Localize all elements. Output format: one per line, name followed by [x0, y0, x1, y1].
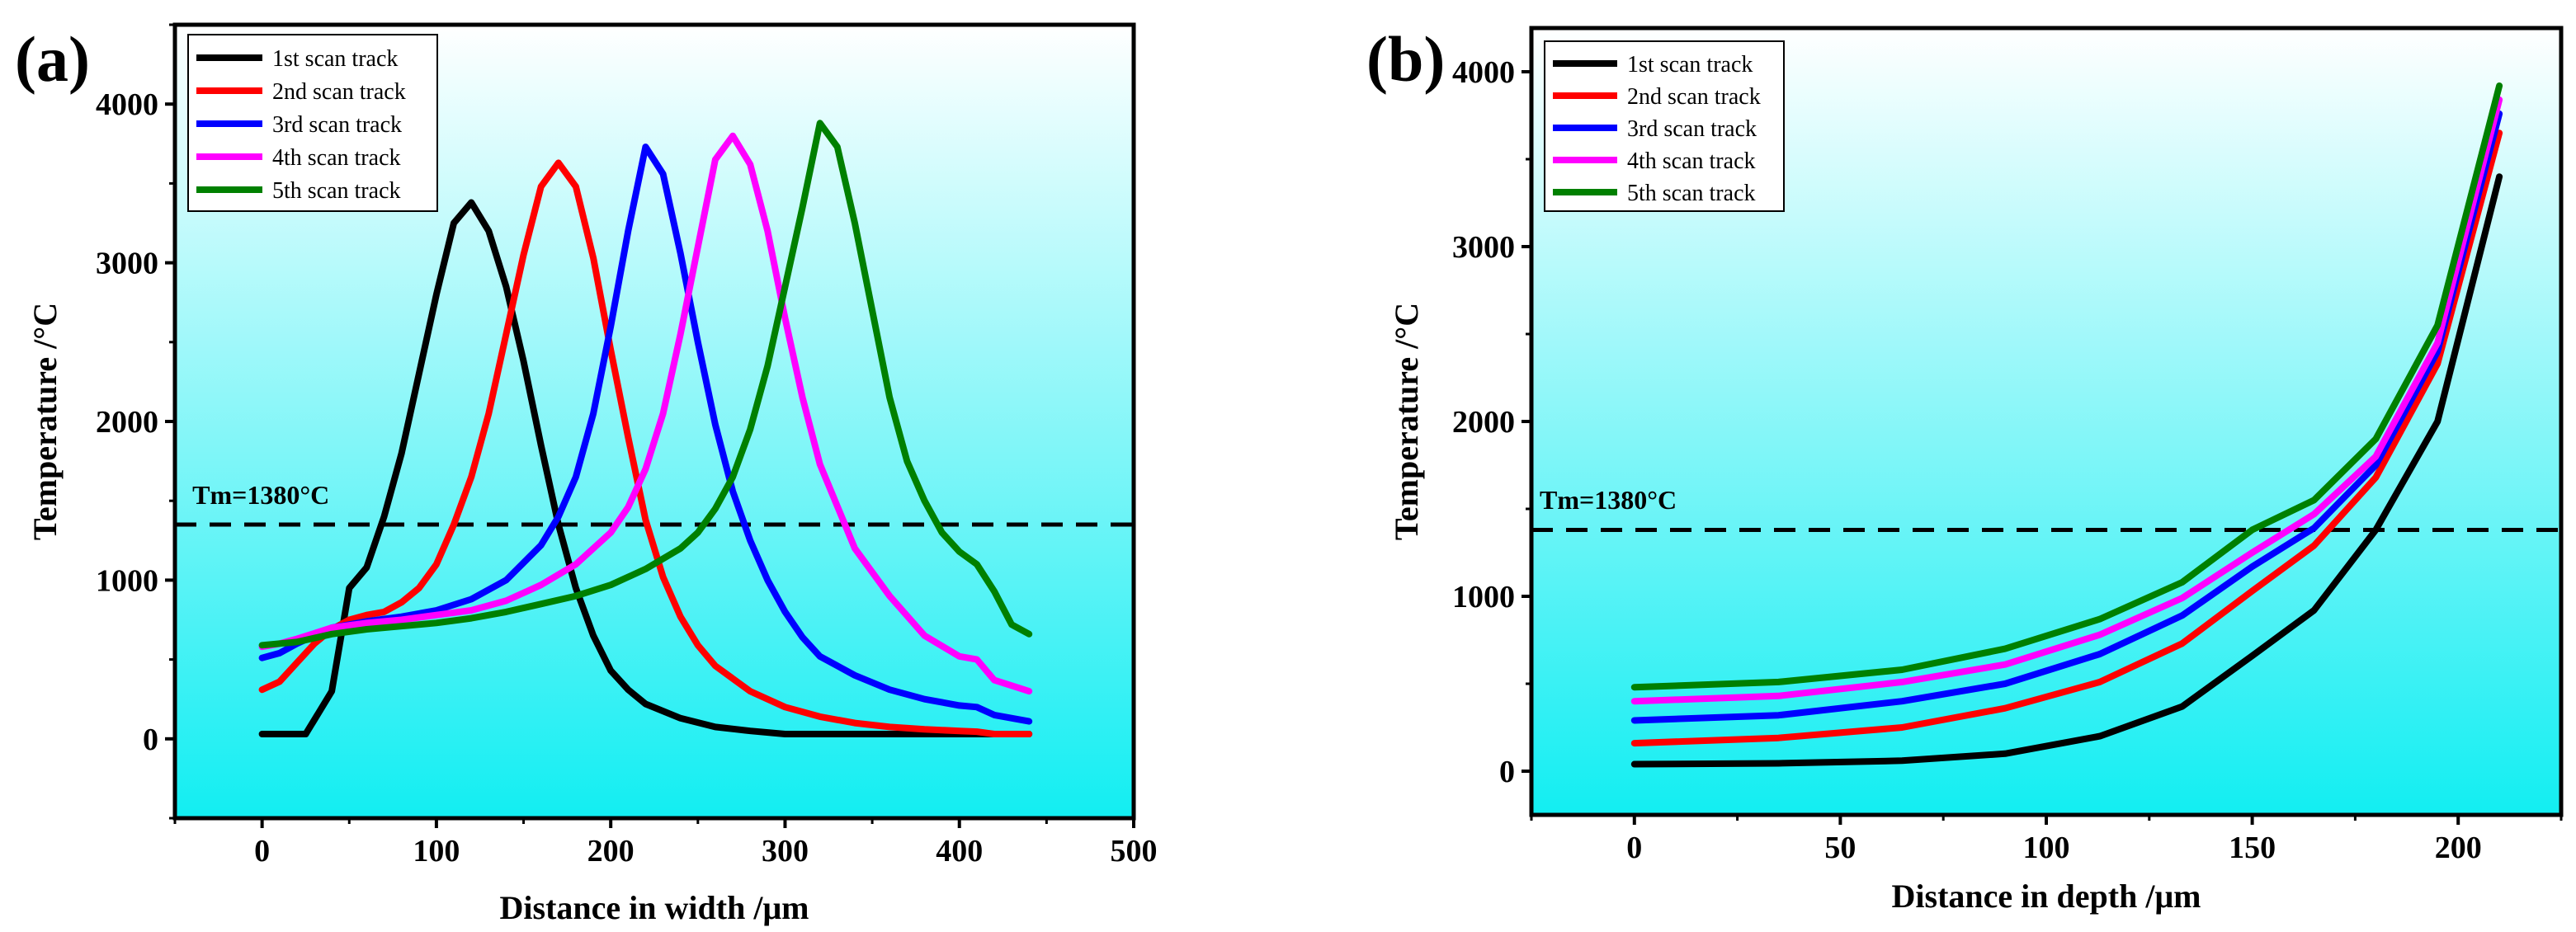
series-line-a-2	[258, 159, 1033, 737]
y-tick-label-a: 4000	[96, 87, 158, 122]
legend-label-b-5: 5th scan track	[1627, 181, 1756, 206]
series-line-b-2	[1630, 129, 2503, 747]
x-tick-label-a: 500	[1111, 834, 1158, 868]
y-tick-label-b: 2000	[1452, 405, 1515, 440]
legend-label-b-2: 2nd scan track	[1627, 84, 1761, 110]
y-tick-label-a: 3000	[96, 247, 158, 281]
legend-label-b-4: 4th scan track	[1627, 148, 1756, 174]
chart-panel-a: (a) 0 100 200 300 400 500 0 1000 2000 3000 4000 T…	[15, 22, 1158, 926]
series-line-a-4	[258, 132, 1033, 695]
series-group-b	[1630, 82, 2503, 768]
y-ticks-b: 0 1000 2000 3000 4000	[1452, 55, 1531, 789]
legend-entry-a-4: 4th scan track	[196, 145, 401, 171]
x-ticks-b: 0 50 100 150 200	[1530, 815, 2563, 865]
x-tick-label-a: 200	[587, 834, 635, 868]
x-tick-label-b: 200	[2435, 831, 2482, 865]
legend-label-a-2: 2nd scan track	[272, 79, 406, 105]
y-tick-label-a: 2000	[96, 405, 158, 440]
legend-entry-b-3: 3rd scan track	[1553, 116, 1757, 142]
legend-entry-a-3: 3rd scan track	[196, 112, 402, 138]
x-tick-label-a: 400	[936, 834, 983, 868]
legend-b: 1st scan track 2nd scan track 3rd scan t…	[1544, 40, 1785, 212]
legend-label-a-3: 3rd scan track	[272, 112, 402, 138]
y-tick-label-b: 1000	[1452, 580, 1515, 614]
x-tick-label-b: 0	[1626, 831, 1642, 865]
y-ticks-a: 0 1000 2000 3000 4000	[96, 23, 175, 820]
series-line-b-3	[1630, 110, 2503, 724]
y-tick-label-a: 1000	[96, 563, 158, 598]
series-line-a-3	[258, 144, 1033, 725]
x-tick-label-a: 300	[762, 834, 809, 868]
x-tick-label-b: 50	[1824, 831, 1856, 865]
x-tick-label-b: 150	[2229, 831, 2276, 865]
x-axis-title-a: Distance in width /μm	[500, 889, 809, 926]
legend-label-b-3: 3rd scan track	[1627, 116, 1757, 142]
legend-entry-a-2: 2nd scan track	[196, 79, 406, 105]
panel-label-b: (b)	[1366, 23, 1445, 95]
legend-entry-a-5: 5th scan track	[196, 178, 401, 204]
y-tick-label-b: 0	[1499, 755, 1515, 789]
legend-label-b-1: 1st scan track	[1627, 52, 1753, 78]
series-line-a-5	[258, 120, 1033, 649]
legend-entry-b-5: 5th scan track	[1553, 181, 1756, 206]
y-axis-title-a: Temperature /°C	[26, 303, 64, 540]
series-line-b-5	[1630, 82, 2503, 691]
y-tick-label-b: 4000	[1452, 55, 1515, 90]
legend-label-a-1: 1st scan track	[272, 46, 398, 72]
series-group-a	[258, 120, 1033, 737]
melting-point-annotation-a: Tm=1380°C	[192, 480, 329, 510]
legend-label-a-5: 5th scan track	[272, 178, 401, 204]
series-line-b-1	[1630, 173, 2503, 768]
legend-a: 1st scan track 2nd scan track 3rd scan t…	[187, 34, 438, 212]
y-axis-title-b: Temperature /°C	[1388, 303, 1425, 540]
series-line-b-4	[1630, 96, 2503, 705]
legend-entry-b-2: 2nd scan track	[1553, 84, 1761, 110]
legend-entry-a-1: 1st scan track	[196, 46, 398, 72]
chart-panel-b: (b) 0 50 100 150 200 0 1000 2000 3000 4000 Tm=13…	[1366, 23, 2564, 915]
legend-label-a-4: 4th scan track	[272, 145, 401, 171]
y-tick-label-a: 0	[143, 723, 158, 757]
y-tick-label-b: 3000	[1452, 230, 1515, 265]
series-line-a-1	[258, 199, 1033, 737]
x-tick-label-b: 100	[2023, 831, 2070, 865]
legend-entry-b-1: 1st scan track	[1553, 52, 1753, 78]
x-axis-title-b: Distance in depth /μm	[1892, 878, 2201, 915]
melting-point-annotation-b: Tm=1380°C	[1540, 485, 1677, 515]
panel-label-a: (a)	[15, 23, 90, 95]
x-ticks-a: 0 100 200 300 400 500	[173, 818, 1158, 868]
x-tick-label-a: 0	[254, 834, 270, 868]
x-tick-label-a: 100	[413, 834, 460, 868]
legend-entry-b-4: 4th scan track	[1553, 148, 1756, 174]
